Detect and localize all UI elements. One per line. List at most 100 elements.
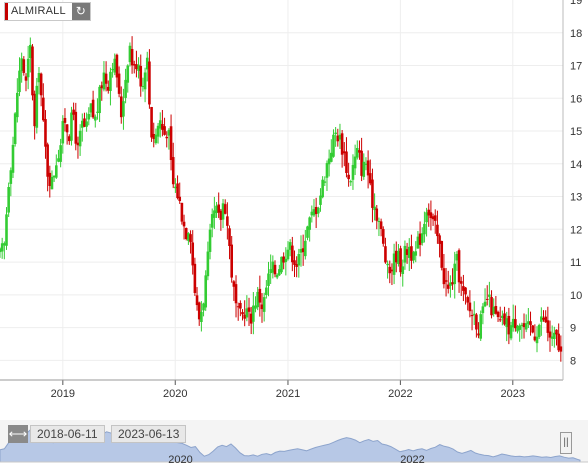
candle-body [301,248,305,253]
candle-body [466,297,470,303]
candle-body [57,158,60,162]
candle-body [459,281,463,284]
candle-body [542,317,545,320]
candle-body [141,85,145,87]
resize-horizontal-icon[interactable]: ⟷ [8,425,28,443]
candle-body [449,282,452,286]
navigator-right-handle[interactable]: || [560,432,572,454]
candle-body [304,240,307,257]
y-tick-label: 12 [570,224,582,236]
ticker-symbol: ALMIRALL [11,5,66,17]
candles [0,36,563,362]
candle-body [174,186,177,189]
candle-body [221,203,225,220]
y-tick-label: 9 [570,323,576,335]
candle-body [330,152,333,162]
candle-body [156,125,160,137]
candle-body [503,313,506,325]
x-tick-label: 2019 [51,388,75,400]
candle-body [59,145,62,162]
candle-body [535,336,539,344]
candle-body [70,112,73,141]
candle-body [492,306,496,314]
candle-body [148,61,151,105]
candle-body [425,212,428,223]
range-start-date[interactable]: 2018-06-11 [30,425,105,443]
candle-body [67,136,71,142]
candle-body [414,251,418,256]
candle-body [55,165,58,178]
candle-body [386,263,389,266]
candle-body [132,64,136,66]
candle-body [122,101,125,117]
x-tick-label: 2020 [163,388,187,400]
candle-body [278,269,281,276]
y-tick-label: 16 [570,93,582,105]
candle-body [262,297,266,312]
candle-body [470,315,474,317]
refresh-icon[interactable]: ↻ [71,3,90,20]
candle-body [102,72,106,90]
candle-body [150,106,153,138]
candle-body [440,241,444,268]
candle-body [553,332,556,339]
candle-body [455,254,459,261]
candle-body [293,260,296,265]
candle-body [117,73,121,94]
candle-body [353,156,357,169]
candle-body [206,251,210,277]
ticker-badge: ALMIRALL ↻ [4,2,91,21]
candle-body [494,306,498,314]
candle-body [314,206,318,215]
candle-body [119,96,123,118]
candle-body [485,298,489,300]
candle-body [364,163,368,165]
candle-body [501,315,504,319]
candle-body [219,210,223,220]
candle-body [243,314,246,319]
candle-body [236,306,240,308]
candle-body [74,111,78,144]
candle-body [115,54,119,78]
candle-body [247,307,251,312]
candle-body [282,256,285,263]
candle-body [271,261,275,273]
candle-body [52,175,56,178]
candle-body [18,70,21,93]
candle-body [429,212,433,219]
candle-body [349,181,353,183]
candle-body [135,64,138,70]
candle-body [358,150,361,153]
candle-body [433,215,437,221]
candle-body [442,268,446,285]
candle-body [252,305,255,322]
candle-body [137,64,140,71]
candle-body [232,281,236,287]
candle-body [345,151,348,174]
candle-body [481,306,485,314]
candle-body [265,287,268,295]
candle-body [16,92,19,118]
candle-body [76,142,80,146]
y-tick-label: 13 [570,192,582,204]
candle-body [269,269,272,274]
candle-body [323,181,327,183]
candle-body [167,129,171,136]
candle-body [169,126,173,161]
candle-body [161,123,164,130]
candle-body [85,121,88,127]
candle-body [524,323,528,330]
candle-body [548,331,552,338]
candle-body [31,46,34,96]
range-end-date[interactable]: 2023-06-13 [111,425,187,443]
candle-body [284,258,288,263]
candle-body [401,266,405,274]
candle-body [42,97,45,121]
candle-body [100,85,104,89]
candle-body [342,151,346,154]
candle-body [109,71,112,91]
candle-body [312,209,316,216]
candle-body [377,220,381,222]
candle-body [104,73,108,84]
